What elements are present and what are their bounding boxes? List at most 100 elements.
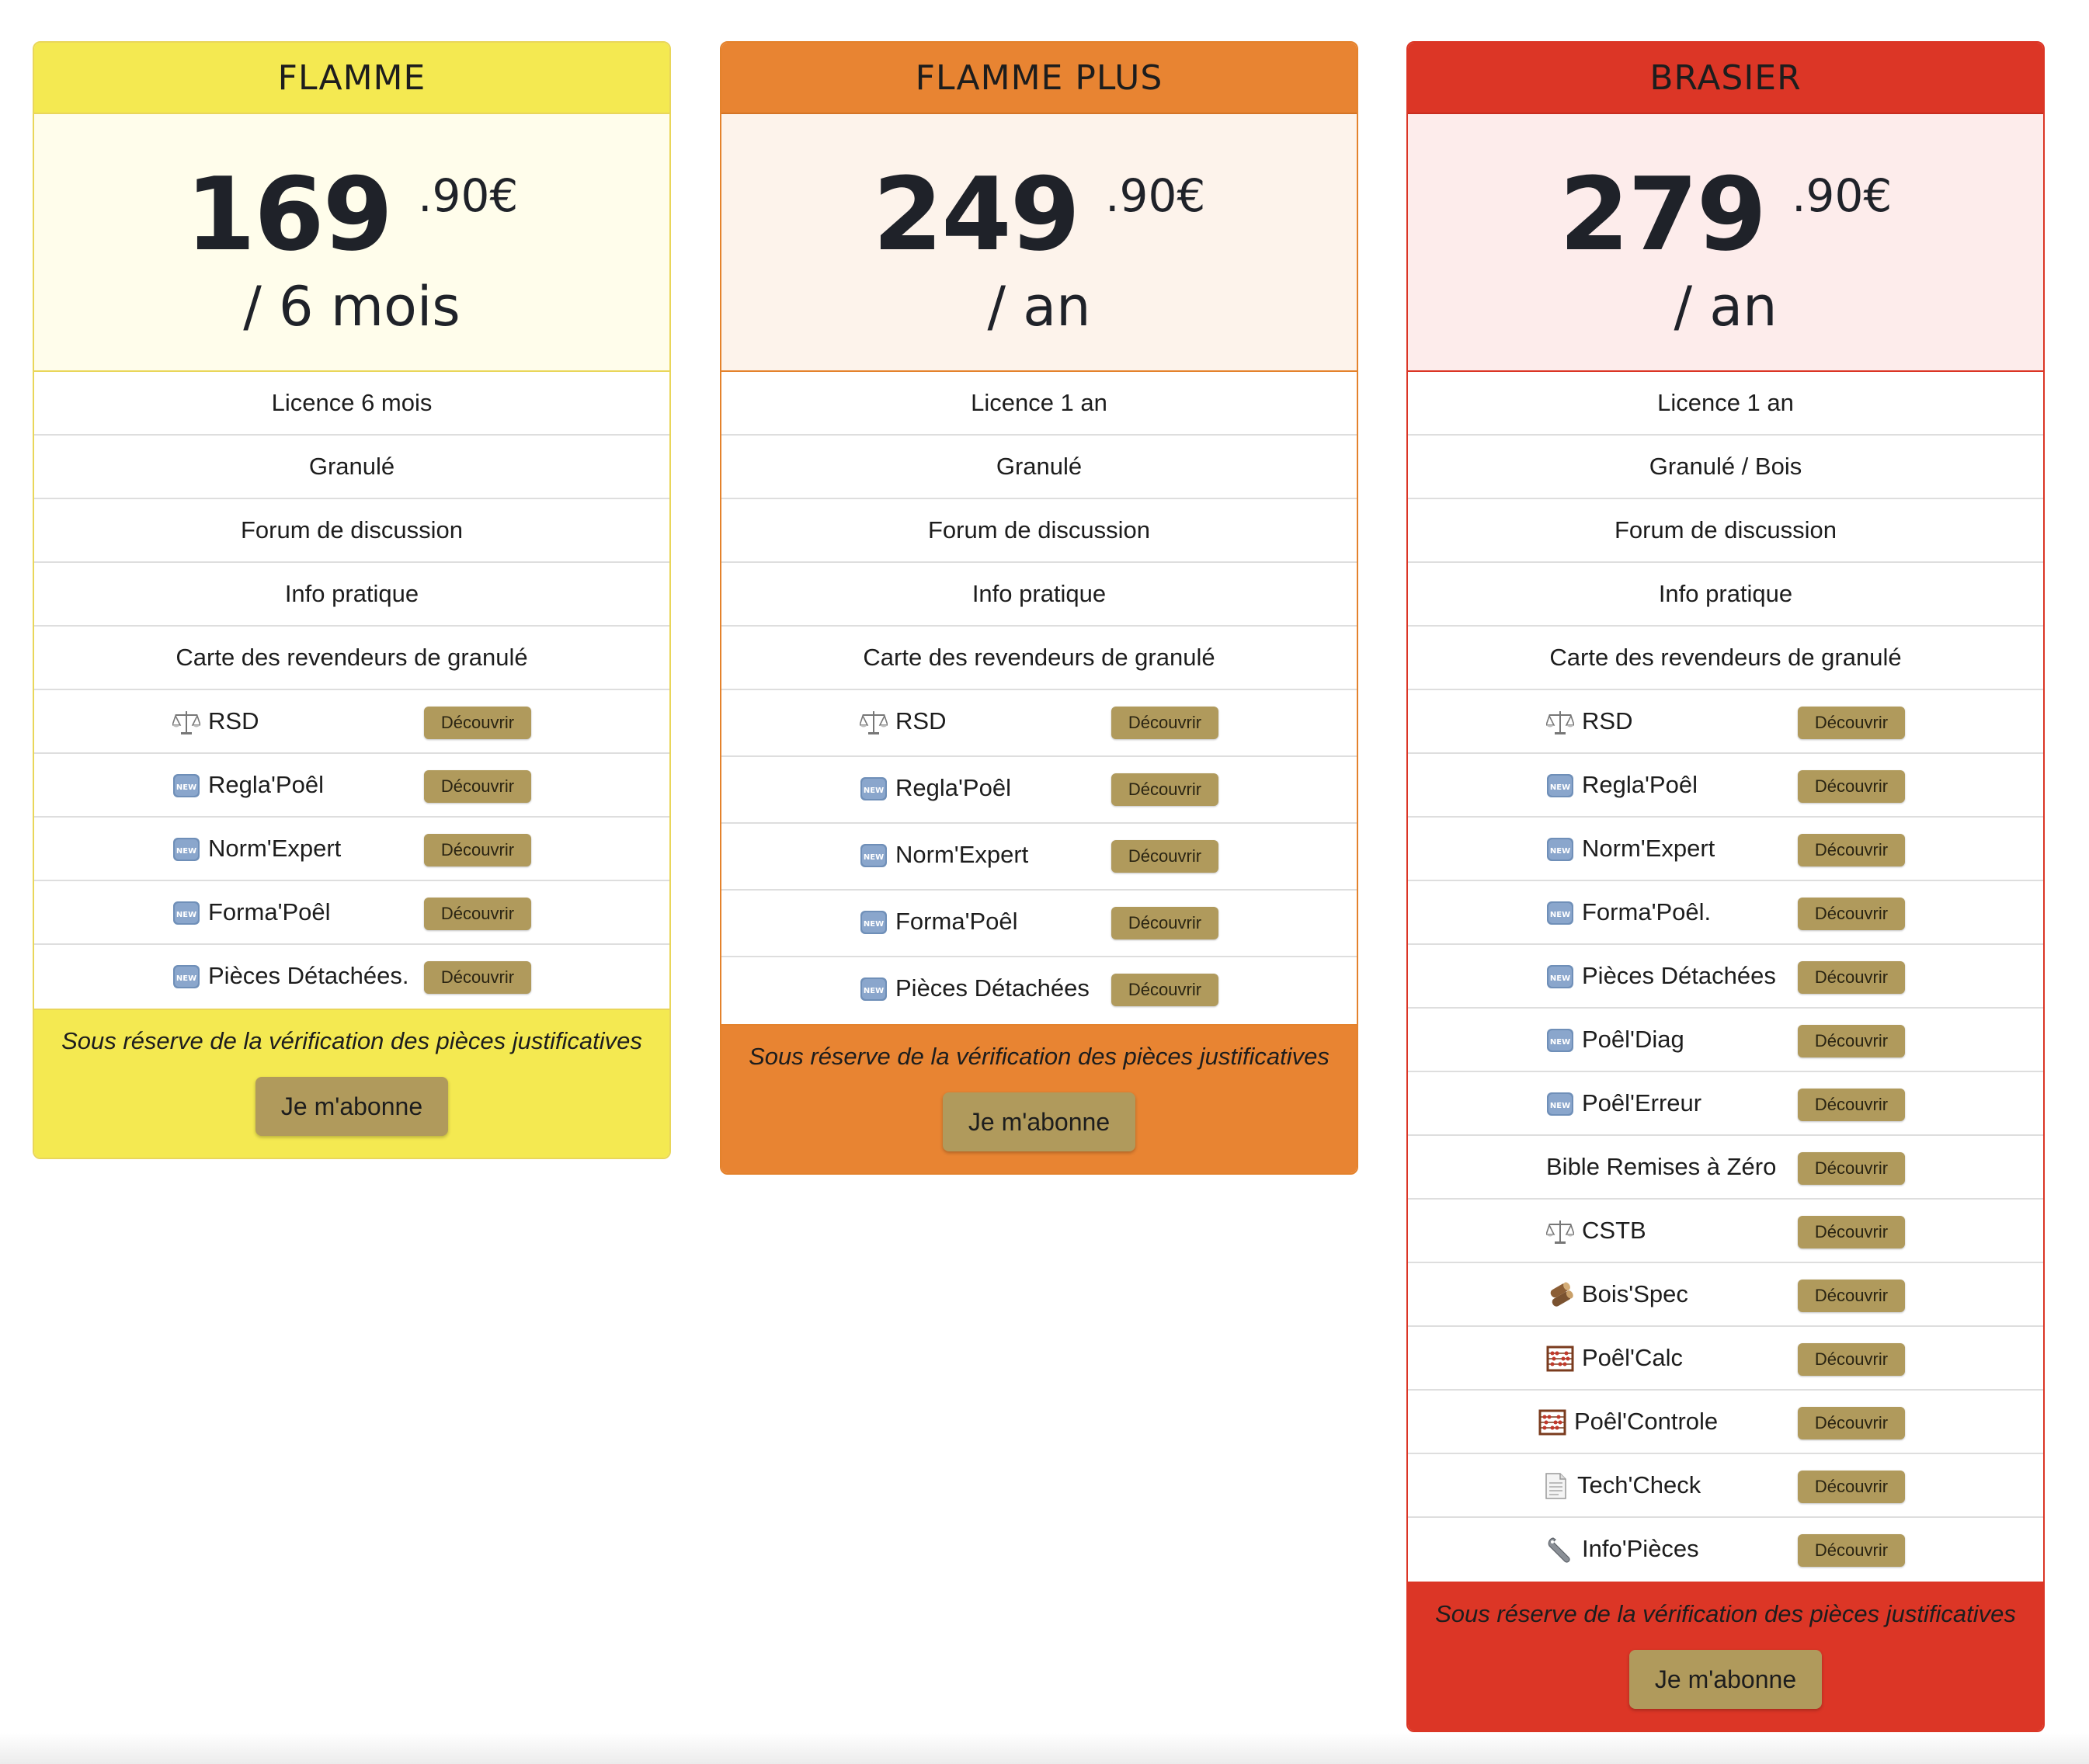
svg-text:NEW: NEW <box>176 911 196 919</box>
tool-label: Regla'Poêl <box>1582 771 1698 798</box>
new-badge-icon: NEW <box>1546 835 1574 863</box>
discover-button[interactable]: Découvrir <box>1111 840 1218 873</box>
feature-item: Info pratique <box>1408 563 2043 627</box>
new-badge-icon: NEW <box>1546 772 1574 800</box>
tool-item-regla-poel: NEW Regla'Poêl Découvrir <box>34 754 669 818</box>
tool-label: Bible Remises à Zéro <box>1546 1153 1777 1180</box>
tool-item-rsd: RSD Découvrir <box>34 690 669 754</box>
discover-button[interactable]: Découvrir <box>1798 1343 1905 1376</box>
subscribe-button[interactable]: Je m'abonne <box>943 1092 1135 1151</box>
new-badge-icon: NEW <box>860 908 888 936</box>
tool-label: Norm'Expert <box>1582 835 1715 862</box>
scales-icon <box>171 708 202 736</box>
discover-button[interactable]: Découvrir <box>1798 1152 1905 1185</box>
feature-item: Info pratique <box>34 563 669 627</box>
feature-item: Forum de discussion <box>721 499 1357 563</box>
discover-button[interactable]: Découvrir <box>1798 1534 1905 1567</box>
discover-button[interactable]: Découvrir <box>1798 961 1905 994</box>
subscribe-button[interactable]: Je m'abonne <box>255 1077 448 1136</box>
plan-title: FLAMME <box>34 43 669 114</box>
tool-label: Regla'Poêl <box>895 774 1011 801</box>
tool-item-info-pieces: Info'Pièces Découvrir <box>1408 1518 2043 1582</box>
subscribe-button[interactable]: Je m'abonne <box>1629 1650 1822 1709</box>
discover-button[interactable]: Découvrir <box>1798 707 1905 739</box>
tool-label: Norm'Expert <box>895 841 1029 868</box>
abacus-icon <box>1546 1345 1574 1373</box>
wood-logs-icon <box>1546 1281 1574 1309</box>
discover-button[interactable]: Découvrir <box>1798 1280 1905 1312</box>
discover-button[interactable]: Découvrir <box>1798 1216 1905 1248</box>
price-block: 279 .90€ / an <box>1408 114 2043 372</box>
feature-list: Licence 6 mois Granulé Forum de discussi… <box>34 372 669 1009</box>
new-badge-icon: NEW <box>860 975 888 1003</box>
tool-item-rsd: RSD Découvrir <box>1408 690 2043 754</box>
discover-button[interactable]: Découvrir <box>1798 1471 1905 1503</box>
tool-label: RSD <box>208 707 259 734</box>
svg-text:NEW: NEW <box>1550 1038 1570 1047</box>
tool-label: Pièces Détachées <box>895 974 1090 1002</box>
billing-period: / 6 mois <box>243 275 461 339</box>
plan-title: FLAMME PLUS <box>721 43 1357 114</box>
tool-item-bois-spec: Bois'Spec Découvrir <box>1408 1263 2043 1327</box>
plan-card-flamme-plus: FLAMME PLUS 249 .90€ / an Licence 1 an G… <box>720 41 1358 1175</box>
price-cents: .90€ <box>1792 169 1893 222</box>
new-badge-icon: NEW <box>172 899 200 927</box>
svg-text:NEW: NEW <box>1550 783 1570 792</box>
new-badge-icon: NEW <box>172 835 200 863</box>
discover-button[interactable]: Découvrir <box>424 898 531 930</box>
tool-label: Regla'Poêl <box>208 771 324 798</box>
price-amount: 249 <box>872 155 1080 273</box>
discover-button[interactable]: Découvrir <box>424 707 531 739</box>
discover-button[interactable]: Découvrir <box>1111 974 1218 1006</box>
tool-label: Poêl'Diag <box>1582 1026 1684 1053</box>
tool-item-poel-controle: Poêl'Controle Découvrir <box>1408 1391 2043 1454</box>
feature-item: Carte des revendeurs de granulé <box>1408 627 2043 690</box>
feature-item: Forum de discussion <box>1408 499 2043 563</box>
svg-text:NEW: NEW <box>864 787 884 795</box>
verification-notice: Sous réserve de la vérification des pièc… <box>61 1027 642 1054</box>
discover-button[interactable]: Découvrir <box>1111 907 1218 939</box>
discover-button[interactable]: Découvrir <box>424 770 531 803</box>
tool-item-forma-poel: NEW Forma'Poêl. Découvrir <box>1408 881 2043 945</box>
scales-icon <box>1545 708 1576 736</box>
price-cents: .90€ <box>418 169 519 222</box>
svg-text:NEW: NEW <box>176 847 196 856</box>
feature-list: Licence 1 an Granulé Forum de discussion… <box>721 372 1357 1024</box>
tool-item-pieces-detachees: NEW Pièces Détachées Découvrir <box>1408 945 2043 1009</box>
svg-text:NEW: NEW <box>1550 1102 1570 1110</box>
discover-button[interactable]: Découvrir <box>424 961 531 994</box>
svg-text:NEW: NEW <box>1550 847 1570 856</box>
tool-item-norm-expert: NEW Norm'Expert Découvrir <box>1408 818 2043 881</box>
new-badge-icon: NEW <box>1546 1090 1574 1118</box>
tool-item-tech-check: Tech'Check Découvrir <box>1408 1454 2043 1518</box>
page-bottom-shadow <box>0 1733 2089 1764</box>
discover-button[interactable]: Découvrir <box>1798 834 1905 866</box>
tool-label: Poêl'Erreur <box>1582 1089 1702 1116</box>
discover-button[interactable]: Découvrir <box>1798 1407 1905 1439</box>
feature-item: Licence 1 an <box>721 372 1357 436</box>
price: 169 .90€ <box>186 161 519 268</box>
price-block: 169 .90€ / 6 mois <box>34 114 669 372</box>
card-footer: Sous réserve de la vérification des pièc… <box>34 1009 669 1158</box>
discover-button[interactable]: Découvrir <box>1798 1089 1905 1121</box>
tool-label: Info'Pièces <box>1582 1535 1699 1562</box>
price-amount: 169 <box>185 155 393 273</box>
feature-item: Carte des revendeurs de granulé <box>34 627 669 690</box>
discover-button[interactable]: Découvrir <box>1798 1025 1905 1057</box>
feature-item: Granulé / Bois <box>1408 436 2043 499</box>
svg-text:NEW: NEW <box>176 974 196 983</box>
feature-item: Forum de discussion <box>34 499 669 563</box>
discover-button[interactable]: Découvrir <box>1798 898 1905 930</box>
tool-item-bible-remises-a-zero: Bible Remises à Zéro Découvrir <box>1408 1136 2043 1200</box>
tool-item-norm-expert: NEW Norm'Expert Découvrir <box>34 818 669 881</box>
svg-text:NEW: NEW <box>1550 911 1570 919</box>
discover-button[interactable]: Découvrir <box>424 834 531 866</box>
discover-button[interactable]: Découvrir <box>1798 770 1905 803</box>
document-icon <box>1542 1472 1569 1500</box>
price: 249 .90€ <box>873 161 1206 268</box>
plan-card-brasier: BRASIER 279 .90€ / an Licence 1 an Granu… <box>1406 41 2045 1732</box>
discover-button[interactable]: Découvrir <box>1111 707 1218 739</box>
feature-item: Licence 1 an <box>1408 372 2043 436</box>
tool-item-forma-poel: NEW Forma'Poêl Découvrir <box>721 891 1357 957</box>
discover-button[interactable]: Découvrir <box>1111 773 1218 806</box>
